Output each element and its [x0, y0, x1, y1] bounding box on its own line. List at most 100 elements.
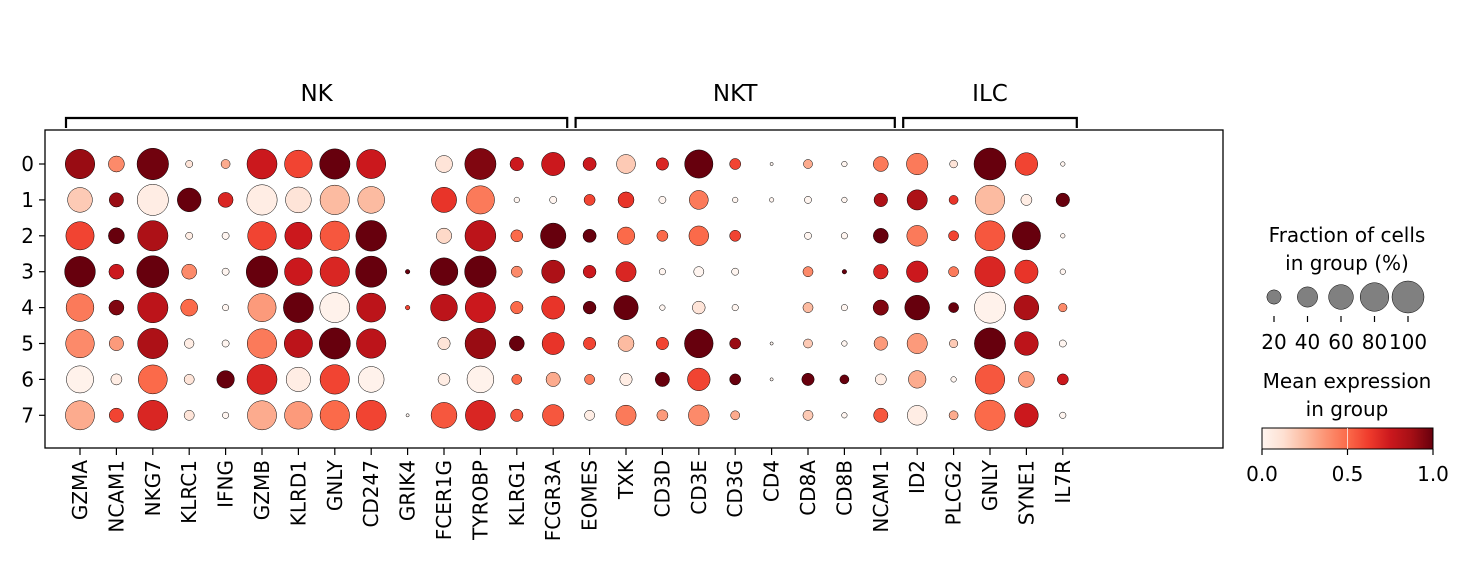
size-legend-label-80: 80 — [1362, 330, 1387, 354]
gene-label-gnly-7: GNLY — [323, 459, 347, 511]
dot-0-txk-15 — [616, 154, 636, 174]
gene-label-cd247-8: CD247 — [359, 460, 383, 528]
dot-0-syne1-26 — [1014, 152, 1038, 176]
dot-0-gzmb-5 — [246, 148, 278, 180]
row-label-4: 4 — [21, 296, 34, 320]
dot-4-gnly-7 — [319, 292, 351, 323]
dot-7-syne1-26 — [1014, 403, 1039, 428]
gene-label-klrd1-6: KLRD1 — [286, 460, 310, 526]
dot-6-cd4-19 — [769, 377, 774, 382]
dot-7-klrd1-6 — [284, 401, 313, 430]
dot-1-gzmb-5 — [246, 184, 278, 216]
color-legend-title-line1: Mean expression — [1263, 369, 1432, 393]
dot-1-fcer1g-10 — [431, 187, 457, 213]
dot-0-ncam1-1 — [108, 155, 125, 173]
dot-4-il7r-27 — [1058, 303, 1068, 313]
dot-7-cd247-8 — [355, 400, 387, 431]
gene-label-klrg1-12: KLRG1 — [505, 460, 529, 526]
dot-6-gnly-7 — [319, 364, 350, 395]
dot-3-gnly-25 — [974, 256, 1006, 288]
dot-5-cd8a-20 — [803, 338, 813, 349]
dot-4-syne1-26 — [1013, 294, 1040, 321]
size-legend-dot-20 — [1266, 289, 1282, 305]
dot-0-tyrobp-11 — [464, 148, 497, 180]
gene-label-cd8a-20: CD8A — [796, 460, 820, 516]
dot-7-klrg1-12 — [510, 408, 524, 422]
group-label-nkt: NKT — [713, 81, 759, 107]
dot-6-klrc1-3 — [183, 374, 195, 385]
dot-1-klrd1-6 — [285, 186, 312, 214]
gene-label-plcg2-24: PLCG2 — [942, 460, 966, 525]
dot-2-cd3e-17 — [688, 225, 709, 246]
dot-7-klrc1-3 — [183, 409, 195, 421]
dot-5-plcg2-24 — [949, 339, 959, 348]
dot-5-eomes-14 — [583, 337, 597, 350]
dot-7-fcgr3a-13 — [542, 404, 565, 427]
dot-4-cd3g-18 — [731, 304, 739, 312]
dot-2-klrd1-6 — [284, 221, 313, 250]
dot-6-ncam1-1 — [110, 373, 123, 386]
gene-label-id2-23: ID2 — [905, 460, 929, 494]
size-legend-label-40: 40 — [1295, 330, 1320, 354]
color-legend-title-line2: in group — [1306, 397, 1389, 421]
dot-2-cd247-8 — [355, 220, 387, 252]
dot-7-fcer1g-10 — [430, 402, 458, 429]
dot-0-cd8b-21 — [841, 160, 848, 168]
dot-7-plcg2-24 — [948, 410, 959, 421]
gene-label-cd8b-21: CD8B — [832, 460, 856, 516]
dot-4-grik4-9 — [405, 305, 411, 311]
dot-1-gnly-25 — [975, 184, 1005, 215]
size-legend-dot-60 — [1328, 284, 1354, 310]
dot-6-gzma-0 — [66, 365, 94, 394]
dot-3-id2-23 — [906, 260, 929, 283]
gene-label-cd3d-16: CD3D — [650, 460, 674, 518]
dot-7-ncam1-1 — [108, 407, 124, 423]
dot-5-cd3e-17 — [684, 328, 714, 359]
dot-4-ifng-4 — [222, 304, 230, 312]
dot-2-il7r-27 — [1060, 233, 1066, 239]
dot-4-gzmb-5 — [247, 293, 277, 322]
gene-label-tyrobp-11: TYROBP — [468, 460, 492, 541]
gene-label-cd3e-17: CD3E — [687, 460, 711, 515]
dot-5-fcer1g-10 — [437, 337, 451, 350]
dot-1-tyrobp-11 — [466, 185, 495, 215]
dot-1-cd3d-16 — [658, 196, 667, 204]
dot-4-cd247-8 — [356, 292, 386, 323]
dot-5-txk-15 — [617, 335, 635, 352]
dot-grid — [64, 147, 1070, 431]
dot-1-txk-15 — [617, 191, 635, 209]
dot-3-fcer1g-10 — [429, 257, 459, 286]
dot-3-cd3g-18 — [731, 267, 740, 276]
dot-7-cd3g-18 — [730, 410, 740, 421]
dot-6-cd3g-18 — [729, 373, 741, 386]
dot-6-id2-23 — [908, 370, 927, 389]
dot-2-gnly-25 — [974, 220, 1006, 252]
dot-0-gzma-0 — [65, 149, 95, 179]
dot-7-gzmb-5 — [247, 400, 277, 431]
dot-1-cd4-19 — [769, 197, 775, 203]
dot-2-id2-23 — [906, 225, 928, 247]
gene-label-eomes-14: EOMES — [578, 460, 602, 531]
dot-2-klrc1-3 — [185, 231, 194, 240]
dot-3-ifng-4 — [221, 267, 230, 276]
dot-0-eomes-14 — [582, 157, 597, 171]
dot-5-ncam1-22 — [873, 336, 888, 351]
dot-7-gzma-0 — [65, 400, 95, 431]
dot-4-cd8a-20 — [802, 302, 814, 313]
dot-2-fcer1g-10 — [436, 227, 452, 244]
dot-6-klrg1-12 — [511, 374, 523, 385]
gene-label-cd3g-18: CD3G — [723, 460, 747, 518]
row-label-5: 5 — [21, 332, 34, 356]
dot-3-cd8a-20 — [802, 266, 814, 278]
gene-label-ncam1-1: NCAM1 — [104, 460, 128, 533]
group-brackets: NK NKT ILC — [64, 81, 1078, 128]
dot-2-cd8b-21 — [840, 232, 848, 240]
dot-0-plcg2-24 — [949, 159, 958, 169]
dot-7-gnly-7 — [319, 400, 350, 431]
dot-5-nkg7-2 — [137, 328, 169, 359]
dot-0-gnly-7 — [319, 148, 351, 180]
plot-frame — [44, 129, 1224, 449]
dot-7-grik4-9 — [405, 413, 410, 418]
dot-5-cd8b-21 — [841, 340, 848, 347]
